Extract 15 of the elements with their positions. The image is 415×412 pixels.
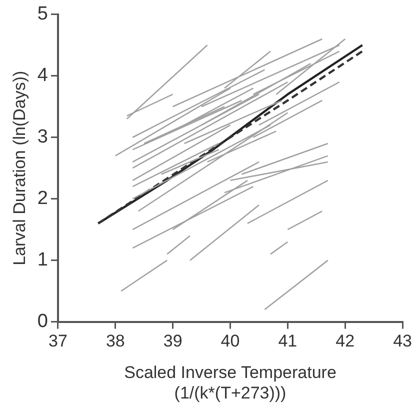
- y-tick-label: 4: [37, 65, 48, 86]
- x-tick-label: 42: [336, 332, 355, 351]
- x-tick-label: 38: [106, 332, 125, 351]
- y-tick-label: 5: [37, 4, 48, 25]
- y-tick-label: 3: [37, 126, 48, 148]
- y-axis-title: Larval Duration (ln(Days)): [10, 70, 29, 266]
- x-tick-label: 37: [48, 332, 68, 351]
- x-tick-label: 39: [163, 332, 182, 351]
- x-axis-title: Scaled Inverse Temperature (1/(k*(T+273))): [124, 363, 336, 402]
- y-tick-label: 1: [37, 250, 48, 271]
- x-tick-label: 41: [278, 332, 298, 351]
- x-tick-label: 43: [393, 332, 412, 351]
- x-tick-label: 40: [220, 332, 240, 351]
- y-tick-label: 2: [37, 188, 48, 210]
- y-tick-label: 0: [37, 311, 48, 332]
